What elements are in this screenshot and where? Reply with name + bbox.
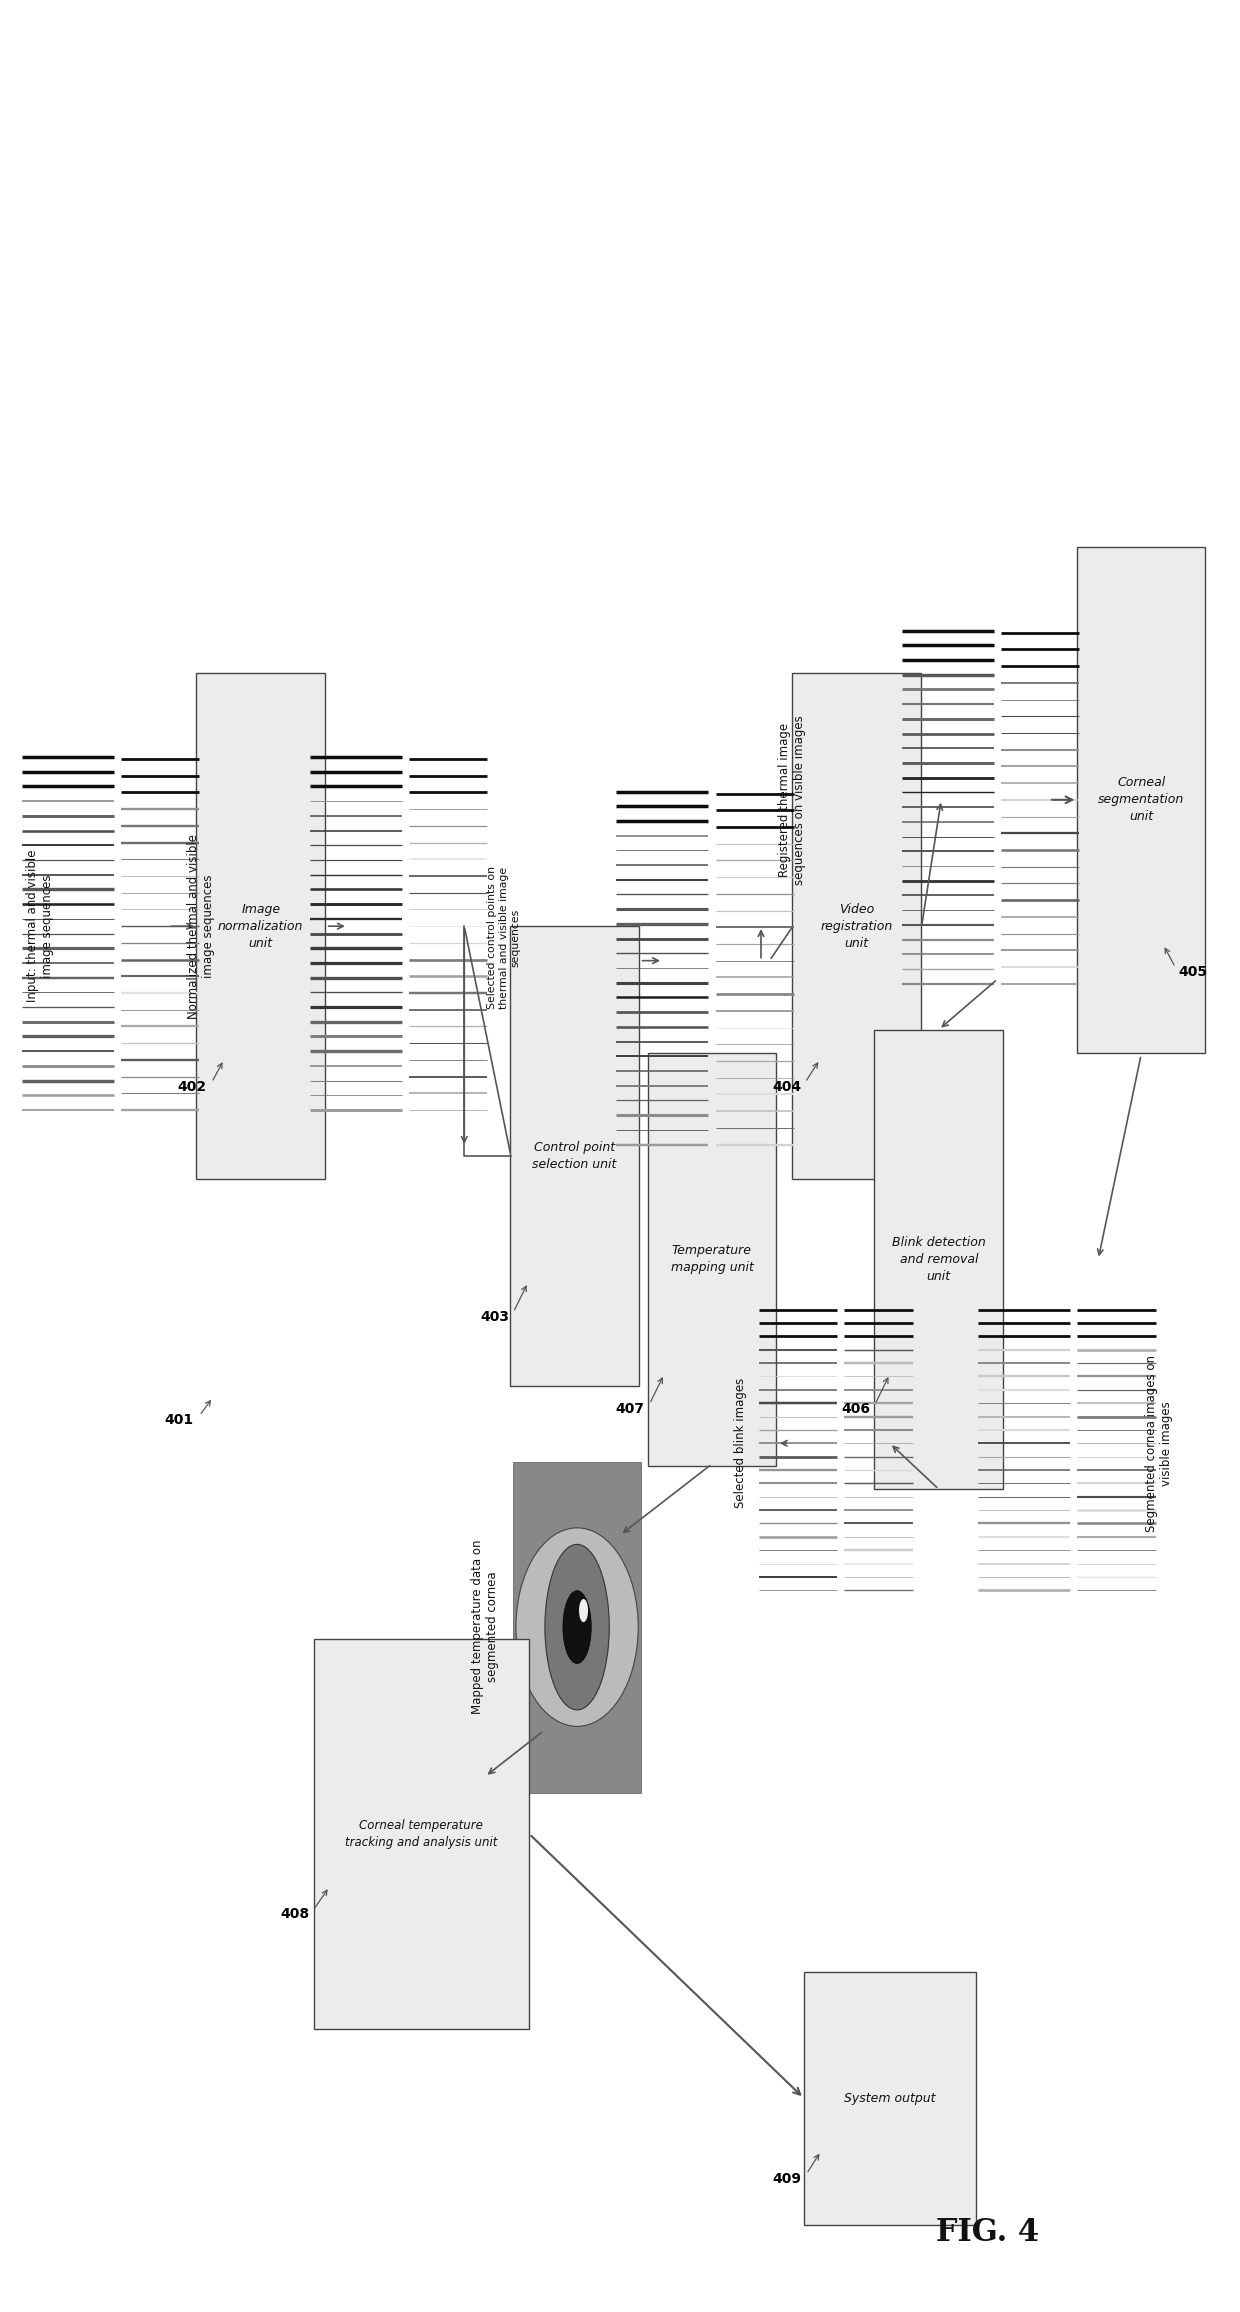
Text: Mapped temperature data on
segmented cornea: Mapped temperature data on segmented cor… [471,1540,500,1716]
Text: 407: 407 [615,1401,645,1415]
Ellipse shape [563,1591,591,1665]
FancyBboxPatch shape [196,673,325,1179]
Text: 409: 409 [773,2171,801,2185]
FancyBboxPatch shape [511,927,639,1385]
FancyBboxPatch shape [1076,548,1205,1052]
FancyBboxPatch shape [874,1029,1003,1489]
Text: 401: 401 [164,1413,193,1427]
Text: Registered thermal image
sequences on visible images: Registered thermal image sequences on vi… [777,714,806,885]
Text: Image
normalization
unit: Image normalization unit [218,902,304,950]
Text: Blink detection
and removal
unit: Blink detection and removal unit [892,1237,986,1283]
FancyBboxPatch shape [647,1052,776,1466]
Text: 403: 403 [481,1311,510,1325]
FancyBboxPatch shape [314,1639,528,2030]
Text: 404: 404 [773,1080,801,1094]
Text: Input: thermal and visible
image sequences: Input: thermal and visible image sequenc… [26,851,55,1003]
Ellipse shape [544,1544,609,1711]
Text: Segmented cornea images on
visible images: Segmented cornea images on visible image… [1146,1355,1173,1533]
Text: 406: 406 [841,1401,870,1415]
Text: 405: 405 [1178,964,1207,980]
Ellipse shape [516,1528,639,1727]
Bar [512,1461,641,1792]
Text: Video
registration
unit: Video registration unit [821,902,893,950]
Text: 408: 408 [280,1907,310,1921]
Text: Selected control points on
thermal and visible image
sequences: Selected control points on thermal and v… [487,867,520,1008]
Text: FIG. 4: FIG. 4 [936,2217,1039,2247]
Text: System output: System output [844,2092,935,2104]
FancyBboxPatch shape [804,1972,976,2224]
Ellipse shape [579,1600,588,1623]
Text: Temperature
mapping unit: Temperature mapping unit [671,1244,754,1274]
Text: Selected blink images: Selected blink images [734,1378,746,1507]
Text: 402: 402 [177,1080,207,1094]
Text: Control point
selection unit: Control point selection unit [532,1142,616,1170]
Text: Normalized thermal and visible
image sequences: Normalized thermal and visible image seq… [187,835,215,1020]
Text: Corneal temperature
tracking and analysis unit: Corneal temperature tracking and analysi… [345,1820,497,1850]
Text: Corneal
segmentation
unit: Corneal segmentation unit [1097,777,1184,823]
FancyBboxPatch shape [792,673,921,1179]
